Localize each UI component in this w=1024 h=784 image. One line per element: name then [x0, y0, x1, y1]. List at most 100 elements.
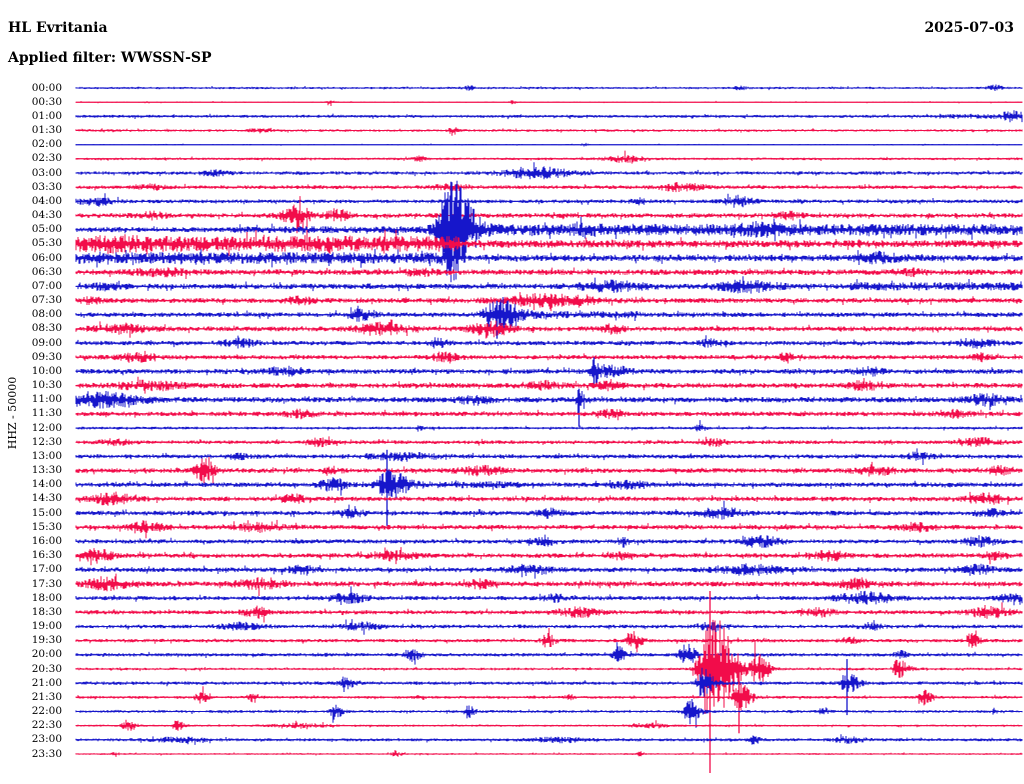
time-label-13:30: 13:30: [31, 464, 62, 477]
trace-row-09:30: [75, 350, 1023, 364]
trace-row-22:30: [75, 719, 1023, 731]
trace-row-17:30: [75, 573, 1023, 596]
trace-row-17:00: [75, 563, 1023, 579]
trace-row-11:30: [75, 408, 1023, 421]
time-label-15:00: 15:00: [31, 506, 62, 519]
time-label-16:30: 16:30: [31, 549, 62, 562]
time-label-23:00: 23:00: [31, 733, 62, 746]
station-title: HL Evritania: [8, 20, 108, 36]
trace-row-13:00: [75, 448, 1023, 465]
time-label-12:00: 12:00: [31, 421, 62, 434]
trace-row-08:30: [75, 319, 1023, 339]
trace-row-05:00: [75, 180, 1023, 283]
time-label-10:00: 10:00: [31, 364, 62, 377]
trace-row-18:00: [75, 586, 1023, 606]
time-label-03:00: 03:00: [31, 166, 62, 179]
time-label-04:00: 04:00: [31, 194, 62, 207]
time-label-21:00: 21:00: [31, 676, 62, 689]
trace-row-12:00: [75, 420, 1023, 432]
time-label-17:30: 17:30: [31, 577, 62, 590]
trace-row-01:30: [75, 127, 1023, 136]
trace-row-01:00: [75, 110, 1023, 123]
trace-row-22:00: [75, 699, 1023, 728]
time-label-02:30: 02:30: [31, 152, 62, 165]
trace-row-23:00: [75, 734, 1023, 745]
time-label-06:00: 06:00: [31, 251, 62, 264]
trace-row-00:00: [75, 84, 1023, 91]
time-label-00:00: 00:00: [31, 81, 62, 94]
trace-row-18:30: [75, 602, 1023, 623]
time-label-20:30: 20:30: [31, 662, 62, 675]
trace-row-14:00: [75, 469, 1023, 498]
trace-row-19:00: [75, 619, 1023, 635]
trace-row-10:30: [75, 376, 1023, 394]
date-label: 2025-07-03: [924, 20, 1014, 36]
time-label-22:00: 22:00: [31, 705, 62, 717]
time-label-09:00: 09:00: [31, 336, 62, 349]
time-label-13:00: 13:00: [31, 449, 62, 462]
trace-row-02:00: [75, 142, 1023, 147]
time-label-05:30: 05:30: [31, 237, 62, 250]
time-label-07:00: 07:00: [31, 279, 62, 292]
trace-row-04:30: [75, 196, 1023, 234]
trace-row-21:30: [75, 683, 1023, 711]
time-label-19:00: 19:00: [31, 620, 62, 632]
time-label-01:30: 01:30: [31, 124, 62, 136]
time-label-02:00: 02:00: [31, 138, 62, 151]
time-label-21:30: 21:30: [31, 690, 62, 703]
trace-row-02:30: [75, 150, 1023, 164]
time-label-17:00: 17:00: [31, 563, 62, 576]
trace-row-20:00: [75, 642, 1023, 665]
time-label-01:00: 01:00: [31, 109, 62, 122]
trace-row-13:30: [75, 456, 1023, 485]
time-label-14:30: 14:30: [31, 492, 62, 505]
trace-row-21:00: [75, 667, 1023, 698]
trace-row-05:30: [75, 229, 1023, 256]
trace-row-08:00: [75, 297, 1023, 335]
time-label-03:30: 03:30: [31, 180, 62, 193]
time-label-12:30: 12:30: [31, 435, 62, 448]
time-label-05:00: 05:00: [31, 223, 62, 236]
time-label-04:30: 04:30: [31, 209, 62, 221]
trace-row-16:00: [75, 534, 1023, 548]
time-label-10:30: 10:30: [31, 379, 62, 392]
trace-row-12:30: [75, 436, 1023, 448]
trace-row-03:00: [75, 162, 1023, 180]
trace-row-10:00: [75, 359, 1023, 386]
time-label-08:00: 08:00: [31, 308, 62, 321]
trace-row-09:00: [75, 335, 1023, 349]
time-label-18:30: 18:30: [31, 605, 62, 618]
time-label-15:30: 15:30: [31, 520, 62, 533]
time-label-09:30: 09:30: [31, 350, 62, 363]
trace-row-11:00: [75, 389, 1023, 414]
trace-row-06:30: [75, 267, 1023, 279]
time-label-07:30: 07:30: [31, 294, 62, 307]
time-label-18:00: 18:00: [31, 591, 62, 604]
trace-row-14:30: [75, 491, 1023, 506]
time-label-16:00: 16:00: [31, 534, 62, 547]
time-label-14:00: 14:00: [31, 478, 62, 491]
time-label-08:30: 08:30: [31, 322, 62, 335]
time-label-23:30: 23:30: [31, 747, 62, 760]
trace-row-00:30: [75, 100, 1023, 106]
trace-row-07:30: [75, 292, 1023, 312]
trace-row-23:30: [75, 750, 1023, 757]
trace-row-19:30: [75, 627, 1023, 653]
trace-row-16:30: [75, 547, 1023, 566]
trace-row-07:00: [75, 276, 1023, 294]
trace-row-04:00: [75, 193, 1023, 208]
time-label-06:30: 06:30: [31, 265, 62, 278]
trace-row-03:30: [75, 182, 1023, 193]
time-label-11:00: 11:00: [31, 393, 62, 406]
trace-row-06:00: [75, 248, 1023, 268]
time-label-19:30: 19:30: [31, 634, 62, 647]
time-label-22:30: 22:30: [31, 719, 62, 732]
trace-row-15:30: [75, 519, 1023, 539]
time-label-11:30: 11:30: [31, 407, 62, 420]
time-label-20:00: 20:00: [31, 648, 62, 661]
time-label-00:30: 00:30: [31, 95, 62, 108]
trace-row-15:00: [75, 500, 1023, 520]
applied-filter-label: Applied filter: WWSSN-SP: [8, 50, 212, 66]
